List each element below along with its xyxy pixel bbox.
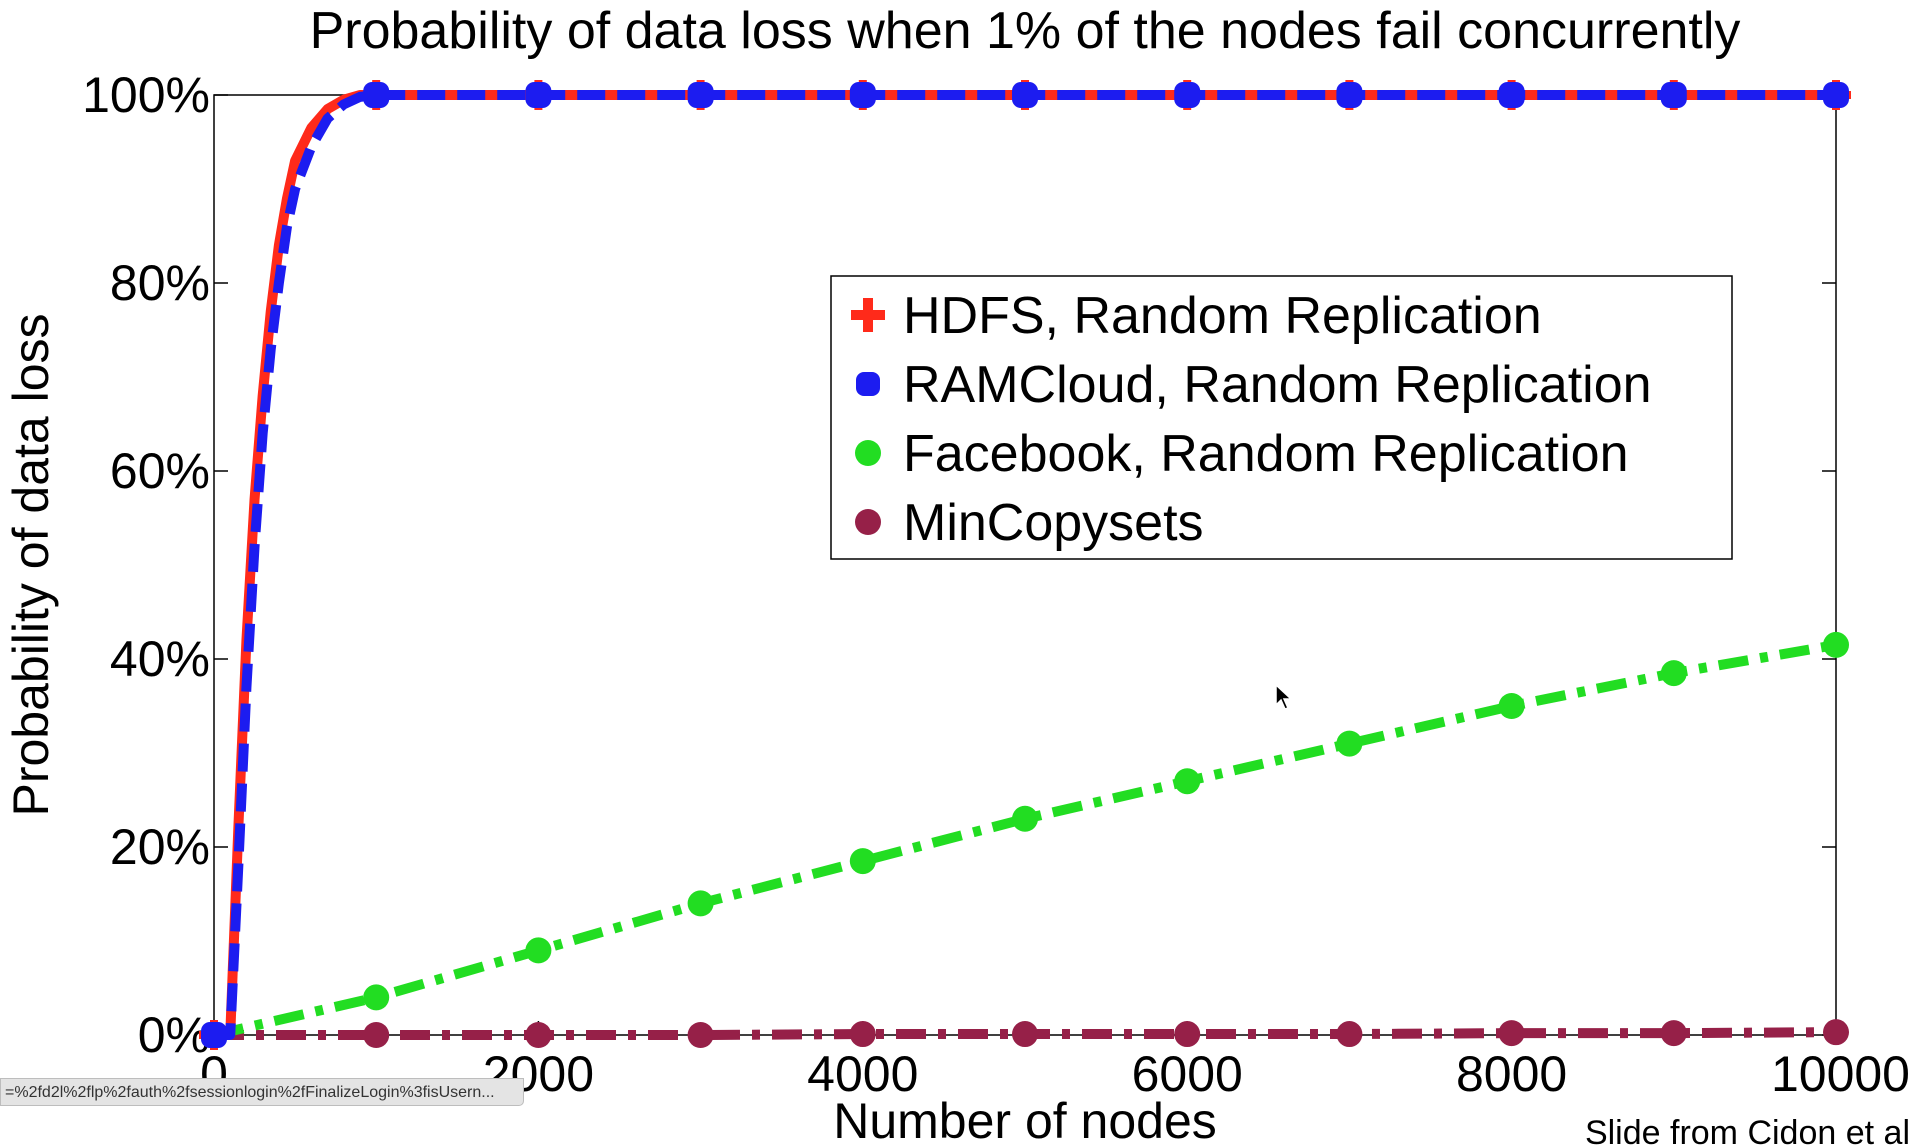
data-point: [201, 1022, 227, 1048]
series-3: [201, 1019, 1849, 1048]
data-point: [1823, 82, 1849, 108]
series-2: [201, 631, 1849, 1048]
axis-labels: Number of nodes Probability of data loss: [3, 313, 1217, 1148]
data-point: [1823, 631, 1849, 658]
series-1: [201, 82, 1849, 1048]
data-point: [1498, 1020, 1525, 1047]
series-line: [214, 90, 1836, 1040]
x-tick-label: 10000: [1771, 1046, 1910, 1102]
data-point: [1174, 768, 1201, 795]
data-point: [1174, 1021, 1201, 1048]
series-line: [214, 90, 1836, 1040]
legend-label: Facebook, Random Replication: [903, 425, 1629, 483]
legend-marker: [856, 372, 880, 396]
y-tick-label: 20%: [110, 819, 210, 875]
data-point: [1660, 82, 1687, 108]
x-tick-label: 4000: [807, 1046, 918, 1102]
x-tick-label: 8000: [1456, 1046, 1567, 1102]
series-layer: [199, 80, 1851, 1050]
legend-marker: [855, 440, 881, 466]
y-tick-label: 80%: [110, 255, 210, 311]
data-point: [687, 890, 714, 917]
legend-item: HDFS, Random Replication: [851, 287, 1542, 345]
data-point: [525, 937, 552, 964]
legend-item: MinCopysets: [855, 494, 1204, 552]
legend-marker: [863, 298, 873, 332]
legend-marker: [855, 509, 881, 535]
data-point: [1012, 82, 1038, 108]
legend-item: RAMCloud, Random Replication: [856, 356, 1652, 414]
data-point: [1498, 693, 1525, 719]
mouse-cursor-icon: [1275, 683, 1293, 710]
data-point: [363, 1022, 390, 1048]
x-tick-label: 6000: [1132, 1046, 1243, 1102]
legend-box: [830, 275, 1733, 560]
chart-title: Probability of data loss when 1% of the …: [310, 2, 1741, 60]
data-point: [1823, 1019, 1849, 1046]
data-point: [1336, 82, 1363, 108]
y-axis-label: Probability of data loss: [3, 313, 59, 816]
legend-label: RAMCloud, Random Replication: [903, 356, 1652, 414]
data-point: [363, 82, 390, 108]
y-tick-label: 60%: [110, 443, 210, 499]
legend: HDFS, Random Replication RAMCloud, Random…: [830, 275, 1733, 560]
data-point: [1660, 1020, 1687, 1047]
data-point: [849, 848, 876, 875]
data-point: [1336, 730, 1363, 757]
legend-item: Facebook, Random Replication: [855, 425, 1629, 483]
data-point: [1012, 805, 1038, 832]
data-point: [363, 984, 390, 1011]
data-point: [1174, 82, 1201, 108]
data-point: [1336, 1021, 1363, 1048]
credit-text: Slide from Cidon et al: [1585, 1114, 1910, 1148]
data-point: [1660, 660, 1687, 687]
data-point: [849, 1021, 876, 1048]
plot-frame: [213, 94, 1837, 1036]
data-point: [849, 82, 876, 108]
y-tick-label: 0%: [138, 1007, 210, 1063]
plot-area: 0%20%40%60%80%100%0 2000 4000 6000 8000 10000: [82, 67, 1910, 1102]
y-tick-label: 40%: [110, 631, 210, 687]
legend-label: MinCopysets: [903, 494, 1204, 552]
status-bar-url: =%2fd2l%2flp%2fauth%2fsessionlogin%2fFin…: [0, 1078, 524, 1106]
data-point: [687, 82, 714, 108]
data-point: [687, 1022, 714, 1048]
y-tick-label: 100%: [82, 67, 210, 123]
data-point: [525, 82, 552, 108]
x-axis-label: Number of nodes: [833, 1093, 1217, 1148]
series-0: [199, 80, 1851, 1050]
data-point: [1498, 82, 1525, 108]
legend-label: HDFS, Random Replication: [903, 287, 1542, 345]
data-point: [525, 1022, 552, 1048]
data-point: [1012, 1021, 1038, 1048]
series-line: [212, 639, 1837, 1040]
